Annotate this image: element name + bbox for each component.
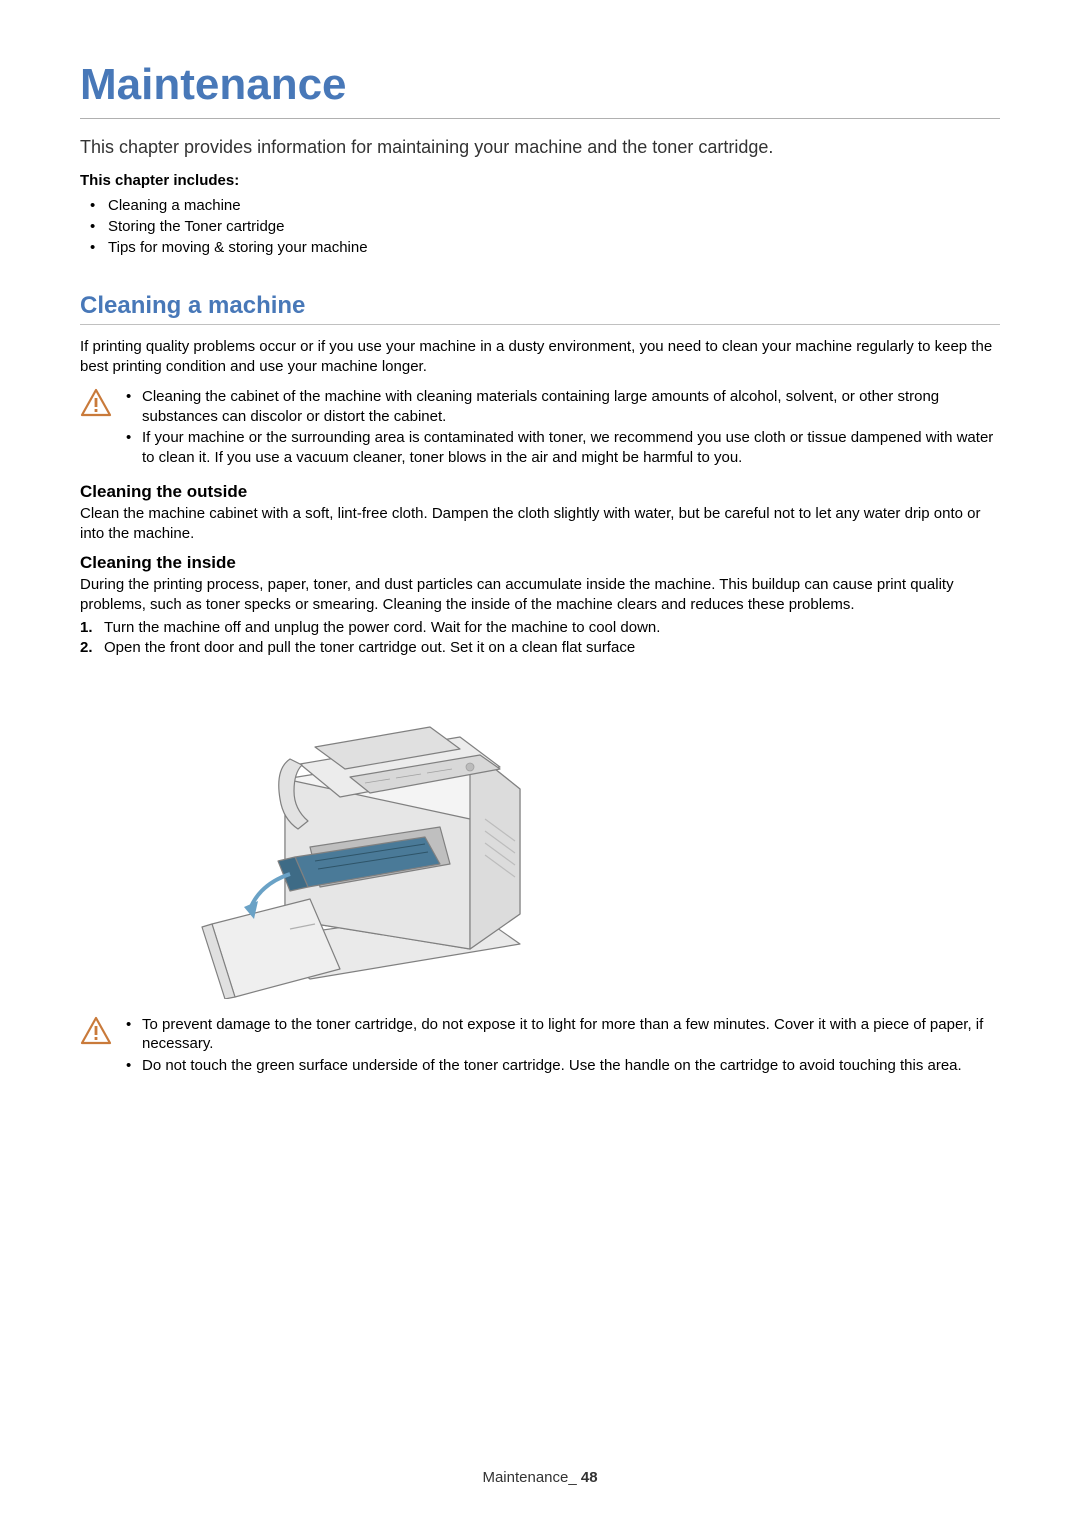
inside-steps: Turn the machine off and unplug the powe… bbox=[80, 618, 1000, 659]
chapter-toc: Cleaning a machine Storing the Toner car… bbox=[80, 195, 1000, 258]
caution-list: To prevent damage to the toner cartridge… bbox=[124, 1014, 1000, 1077]
subsection-title-inside: Cleaning the inside bbox=[80, 553, 1000, 573]
page-number: 48 bbox=[581, 1469, 598, 1486]
caution-item: Cleaning the cabinet of the machine with… bbox=[124, 386, 1000, 427]
outside-text: Clean the machine cabinet with a soft, l… bbox=[80, 504, 1000, 543]
title-rule bbox=[80, 118, 1000, 119]
caution-block: Cleaning the cabinet of the machine with… bbox=[80, 386, 1000, 468]
page-footer: Maintenance_ 48 bbox=[0, 1469, 1080, 1486]
caution-item: If your machine or the surrounding area … bbox=[124, 427, 1000, 468]
section-rule bbox=[80, 324, 1000, 325]
step-item: Turn the machine off and unplug the powe… bbox=[80, 618, 1000, 638]
caution-icon bbox=[80, 388, 112, 423]
toc-item: Storing the Toner cartridge bbox=[84, 216, 1000, 237]
caution-icon bbox=[80, 1016, 112, 1051]
inside-text: During the printing process, paper, tone… bbox=[80, 575, 1000, 614]
toc-item: Cleaning a machine bbox=[84, 195, 1000, 216]
footer-label: Maintenance_ bbox=[482, 1469, 576, 1486]
chapter-title: Maintenance bbox=[80, 60, 1000, 110]
caution-item: To prevent damage to the toner cartridge… bbox=[124, 1014, 1000, 1055]
caution-list: Cleaning the cabinet of the machine with… bbox=[124, 386, 1000, 468]
caution-item: Do not touch the green surface underside… bbox=[124, 1055, 1000, 1077]
caution-block: To prevent damage to the toner cartridge… bbox=[80, 1014, 1000, 1077]
step-item: Open the front door and pull the toner c… bbox=[80, 638, 1000, 658]
chapter-intro: This chapter provides information for ma… bbox=[80, 137, 1000, 158]
section-title: Cleaning a machine bbox=[80, 292, 1000, 320]
chapter-includes-label: This chapter includes: bbox=[80, 172, 1000, 189]
subsection-title-outside: Cleaning the outside bbox=[80, 482, 1000, 502]
printer-illustration bbox=[140, 669, 1000, 1004]
section-intro: If printing quality problems occur or if… bbox=[80, 337, 1000, 376]
toc-item: Tips for moving & storing your machine bbox=[84, 237, 1000, 258]
